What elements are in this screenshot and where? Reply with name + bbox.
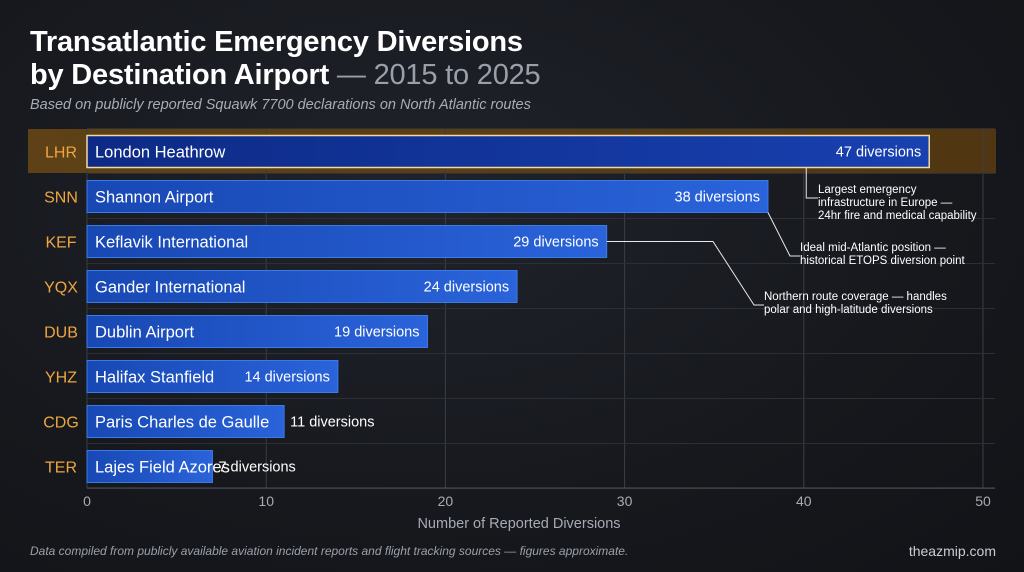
annotation-leader xyxy=(767,212,800,257)
title-suffix: — 2015 to 2025 xyxy=(336,59,541,91)
annotation-text: historical ETOPS diversion point xyxy=(800,255,965,267)
annotation-text: infrastructure in Europe — xyxy=(818,197,953,209)
value-label: 29 diversions xyxy=(513,235,598,251)
chart-title: Transatlantic Emergency Diversions by De… xyxy=(30,26,541,92)
annotation-text: polar and high-latitude diversions xyxy=(764,304,933,316)
title-line2: by Destination Airport xyxy=(30,59,330,91)
bar-name-label: Paris Charles de Gaulle xyxy=(95,414,269,432)
value-label: 11 diversions xyxy=(290,415,374,431)
category-label: TER xyxy=(45,460,77,477)
annotation-text: Largest emergency xyxy=(818,184,917,196)
value-label: 7 diversions xyxy=(218,460,295,476)
x-tick-label: 10 xyxy=(258,493,274,509)
bar-name-label: Halifax Stanfield xyxy=(95,369,214,387)
x-tick-label: 0 xyxy=(83,493,91,509)
annotation-text: 24hr fire and medical capability xyxy=(818,210,977,222)
chart-subtitle: Based on publicly reported Squawk 7700 d… xyxy=(30,97,531,113)
x-tick-label: 20 xyxy=(438,493,454,509)
value-label: 38 diversions xyxy=(675,190,760,206)
x-tick-label: 50 xyxy=(975,493,991,509)
category-label: DUB xyxy=(44,325,78,342)
x-axis-label: Number of Reported Diversions xyxy=(417,516,620,532)
bar-name-label: Keflavik International xyxy=(95,234,248,252)
annotation-leader xyxy=(805,167,818,199)
category-label: KEF xyxy=(45,235,76,252)
category-label: SNN xyxy=(44,190,78,207)
bar-name-label: London Heathrow xyxy=(95,144,225,162)
bar-lhr xyxy=(86,134,930,169)
bar-name-label: Gander International xyxy=(95,279,245,297)
value-label: 14 diversions xyxy=(244,370,329,386)
bar-name-label: Dublin Airport xyxy=(95,324,194,342)
bar-yqx xyxy=(86,270,518,303)
category-label: YQX xyxy=(44,280,78,297)
bar-snn xyxy=(86,180,769,213)
annotation-text: Northern route coverage — handles xyxy=(764,291,947,303)
bar-dub xyxy=(86,315,428,348)
annotation-leader xyxy=(606,241,764,306)
annotation-text: Ideal mid-Atlantic position — xyxy=(800,242,946,254)
bar-name-label: Lajes Field Azores xyxy=(95,459,230,477)
title-line1: Transatlantic Emergency Diversions xyxy=(30,26,523,58)
bar-kef xyxy=(86,225,608,258)
bar-yhz xyxy=(86,360,339,393)
category-label: YHZ xyxy=(45,370,77,387)
category-label: CDG xyxy=(43,415,79,432)
value-label: 24 diversions xyxy=(424,280,509,296)
value-label: 19 diversions xyxy=(334,325,419,341)
footer-site: theazmip.com xyxy=(908,543,996,559)
x-tick-label: 40 xyxy=(796,493,812,509)
value-label: 47 diversions xyxy=(836,145,921,161)
bar-name-label: Shannon Airport xyxy=(95,189,214,207)
x-tick-label: 30 xyxy=(617,493,633,509)
category-label: LHR xyxy=(45,145,77,162)
bar-ter xyxy=(86,450,213,483)
footer-note: Data compiled from publicly available av… xyxy=(30,544,629,558)
bar-cdg xyxy=(86,405,285,438)
